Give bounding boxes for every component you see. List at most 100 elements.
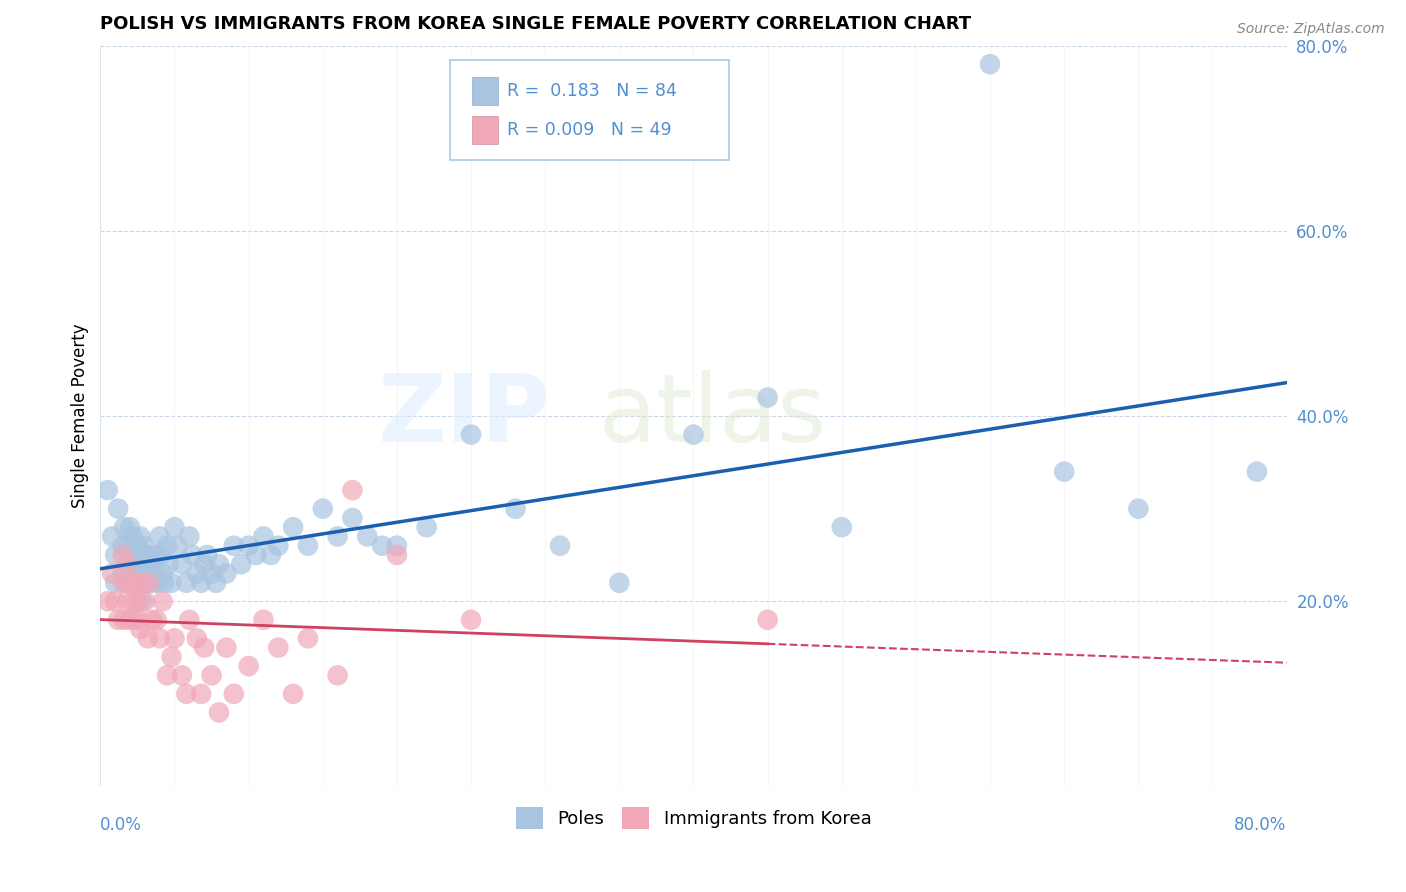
Point — [342, 511, 364, 525]
Point — [101, 566, 124, 581]
Point — [115, 558, 138, 572]
Point — [371, 539, 394, 553]
Legend: Poles, Immigrants from Korea: Poles, Immigrants from Korea — [509, 800, 879, 837]
Point — [118, 613, 141, 627]
Point — [143, 548, 166, 562]
Point — [312, 501, 335, 516]
Point — [121, 575, 143, 590]
Point — [134, 594, 156, 608]
Point — [385, 548, 408, 562]
Point — [181, 548, 204, 562]
Point — [179, 613, 201, 627]
Point — [979, 57, 1001, 71]
Text: ZIP: ZIP — [378, 370, 551, 462]
Point — [166, 539, 188, 553]
Point — [138, 575, 160, 590]
Point — [231, 558, 253, 572]
Point — [142, 566, 165, 581]
Text: 80.0%: 80.0% — [1234, 816, 1286, 834]
Point — [101, 529, 124, 543]
Point — [756, 613, 779, 627]
Point — [176, 575, 198, 590]
Point — [136, 632, 159, 646]
Point — [682, 427, 704, 442]
Point — [97, 594, 120, 608]
Point — [111, 566, 134, 581]
Point — [548, 539, 571, 553]
Point — [252, 529, 274, 543]
Point — [131, 594, 153, 608]
Point — [141, 558, 163, 572]
Point — [139, 548, 162, 562]
Point — [267, 539, 290, 553]
Point — [149, 529, 172, 543]
Point — [160, 649, 183, 664]
Point — [190, 687, 212, 701]
Point — [131, 575, 153, 590]
Point — [200, 668, 222, 682]
Point — [222, 539, 245, 553]
Point — [281, 520, 304, 534]
Point — [756, 391, 779, 405]
Point — [460, 613, 482, 627]
Point — [193, 640, 215, 655]
Point — [163, 632, 186, 646]
Point — [160, 575, 183, 590]
Point — [121, 566, 143, 581]
Point — [141, 575, 163, 590]
Point — [152, 566, 174, 581]
Point — [131, 575, 153, 590]
Point — [186, 566, 208, 581]
FancyBboxPatch shape — [450, 61, 730, 161]
Point — [97, 483, 120, 498]
Point — [156, 668, 179, 682]
Point — [124, 575, 146, 590]
Point — [170, 668, 193, 682]
Point — [145, 575, 167, 590]
Point — [115, 594, 138, 608]
Point — [118, 575, 141, 590]
Point — [150, 548, 173, 562]
Point — [111, 548, 134, 562]
Point — [107, 501, 129, 516]
Y-axis label: Single Female Poverty: Single Female Poverty — [72, 324, 89, 508]
Point — [1246, 465, 1268, 479]
Point — [245, 548, 267, 562]
Point — [128, 548, 150, 562]
Point — [118, 548, 141, 562]
Point — [831, 520, 853, 534]
Point — [163, 520, 186, 534]
Point — [326, 668, 349, 682]
Point — [129, 558, 152, 572]
Text: atlas: atlas — [599, 370, 827, 462]
Point — [149, 632, 172, 646]
Point — [208, 706, 231, 720]
Point — [607, 575, 630, 590]
Point — [114, 575, 136, 590]
Point — [104, 548, 127, 562]
Point — [125, 575, 148, 590]
Point — [176, 687, 198, 701]
Point — [208, 558, 231, 572]
Point — [297, 632, 319, 646]
Point — [134, 548, 156, 562]
Point — [141, 613, 163, 627]
Point — [122, 558, 145, 572]
Point — [112, 520, 135, 534]
Point — [156, 539, 179, 553]
Text: R =  0.183   N = 84: R = 0.183 N = 84 — [508, 82, 678, 100]
Point — [215, 640, 238, 655]
Point — [415, 520, 437, 534]
Text: POLISH VS IMMIGRANTS FROM KOREA SINGLE FEMALE POVERTY CORRELATION CHART: POLISH VS IMMIGRANTS FROM KOREA SINGLE F… — [100, 15, 972, 33]
Point — [129, 529, 152, 543]
Point — [118, 520, 141, 534]
Point — [281, 687, 304, 701]
Point — [104, 575, 127, 590]
Point — [115, 539, 138, 553]
Point — [127, 594, 149, 608]
Point — [125, 539, 148, 553]
Point — [111, 539, 134, 553]
Point — [200, 566, 222, 581]
Point — [1053, 465, 1076, 479]
Text: Source: ZipAtlas.com: Source: ZipAtlas.com — [1237, 22, 1385, 37]
